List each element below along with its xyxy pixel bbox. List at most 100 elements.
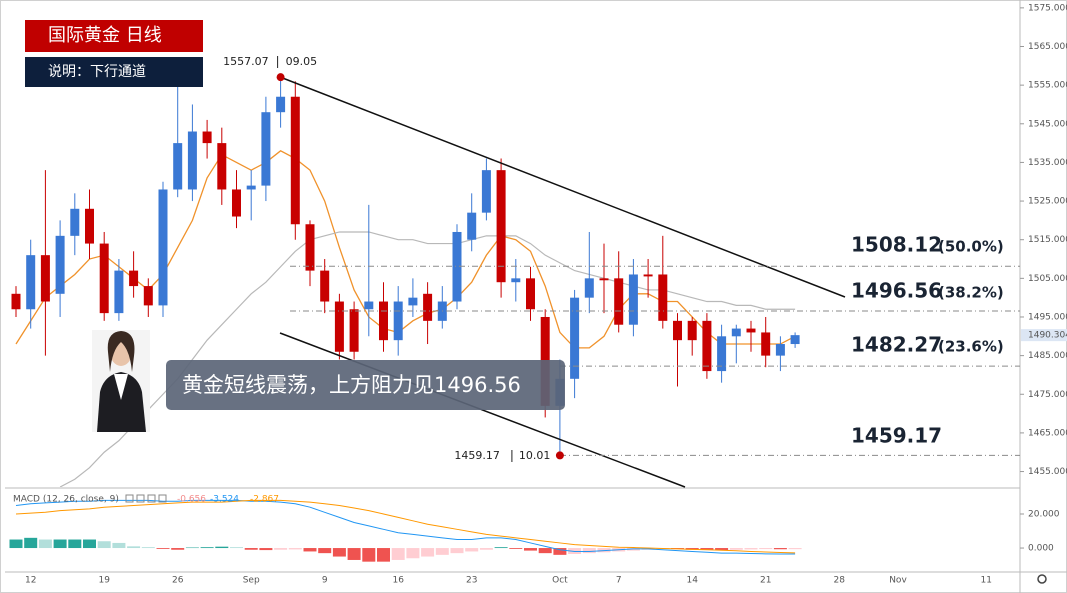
candle-body bbox=[187, 131, 197, 190]
presenter-image bbox=[92, 330, 150, 432]
title-box bbox=[25, 20, 203, 52]
candle-body bbox=[232, 189, 241, 217]
histogram-bar bbox=[215, 546, 229, 549]
candle-body bbox=[393, 301, 403, 341]
candle-body bbox=[526, 278, 535, 310]
y-tick-label: 1495.000 bbox=[1028, 312, 1067, 322]
fib-value: 1459.17 bbox=[851, 424, 942, 448]
histogram-bar bbox=[332, 548, 346, 557]
y-tick-label: 20.000 bbox=[1028, 510, 1060, 520]
histogram-bar bbox=[347, 548, 361, 560]
histogram-bar bbox=[112, 542, 126, 549]
macd-pane: -0.656 -3.524 -2.867 bbox=[9, 495, 802, 562]
low-marker bbox=[555, 451, 564, 460]
macd-label: MACD (12, 26, close, 9) bbox=[13, 495, 119, 505]
x-tick-label: 21 bbox=[760, 576, 771, 586]
candle-body bbox=[584, 278, 594, 298]
histogram-bar bbox=[274, 548, 288, 550]
y-tick-label: 0.000 bbox=[1028, 544, 1054, 554]
x-tick-label: 11 bbox=[980, 576, 991, 586]
candle-body bbox=[129, 270, 139, 287]
candle-body bbox=[673, 320, 682, 341]
candle-body bbox=[628, 274, 638, 325]
x-tick-label: 19 bbox=[98, 576, 110, 586]
histogram-bar bbox=[171, 548, 185, 550]
candle-body bbox=[305, 224, 315, 271]
settings-icon[interactable] bbox=[1037, 574, 1047, 584]
signal-line bbox=[15, 499, 796, 554]
candle-body bbox=[761, 332, 771, 356]
candle-body bbox=[364, 301, 374, 310]
y-tick-label: 1515.000 bbox=[1028, 235, 1067, 245]
candle-body bbox=[349, 309, 359, 352]
histogram-bar bbox=[303, 548, 317, 552]
candle-body bbox=[452, 231, 462, 302]
candle-body bbox=[658, 274, 668, 321]
callout-box bbox=[166, 360, 565, 410]
candle-body bbox=[731, 328, 741, 337]
histogram-bar bbox=[553, 548, 567, 555]
candle-body bbox=[614, 278, 624, 325]
candle-body bbox=[334, 301, 344, 352]
histogram-bar bbox=[435, 548, 449, 555]
x-tick-label: Sep bbox=[243, 576, 260, 586]
candle-body bbox=[702, 320, 712, 372]
histogram-bar bbox=[230, 547, 243, 549]
low-price: 1459.17 bbox=[454, 449, 500, 462]
x-tick-label: 26 bbox=[172, 576, 184, 586]
fib-value: 1496.56 bbox=[851, 279, 942, 303]
histogram-bar bbox=[377, 548, 390, 562]
callout: 黄金短线震荡，上方阻力见1496.56 bbox=[182, 373, 521, 397]
histogram-bar bbox=[538, 548, 552, 554]
histogram-bar bbox=[83, 539, 96, 549]
macd-line bbox=[15, 499, 796, 555]
candle-body bbox=[85, 208, 94, 244]
histogram-bar bbox=[715, 548, 729, 551]
note: 说明：下行通道 bbox=[48, 64, 146, 80]
histogram-bar bbox=[759, 548, 773, 550]
high-marker bbox=[276, 73, 285, 82]
y-tick-label: 1455.000 bbox=[1028, 467, 1067, 477]
histogram-bar bbox=[68, 539, 82, 549]
candle-body bbox=[746, 328, 756, 333]
high-price: 1557.07 bbox=[223, 55, 269, 68]
axes: 1575.000 1565.000 1555.000 1545.000 1535.000… bbox=[25, 3, 1067, 586]
candle-body bbox=[202, 131, 212, 144]
histogram-bar bbox=[773, 548, 787, 550]
candle-body bbox=[40, 255, 50, 302]
high-date: 09.05 bbox=[286, 55, 318, 68]
annotations: 1508.12(50.0%) 1496.56(38.2%) 1482.27(23.6… bbox=[223, 55, 1020, 488]
histogram-bar bbox=[97, 541, 111, 549]
histogram-bar bbox=[200, 547, 214, 549]
upper-trend-line bbox=[279, 76, 846, 298]
histogram-bar bbox=[421, 548, 435, 557]
legend-value: -3.524 bbox=[210, 495, 239, 505]
y-tick-label: 1505.000 bbox=[1028, 274, 1067, 284]
fib-value: 1482.27 bbox=[851, 333, 942, 357]
candle-body bbox=[570, 297, 580, 379]
histogram-bar bbox=[685, 548, 699, 550]
fib-percent: (50.0%) bbox=[938, 238, 1004, 256]
y-tick-label: 1535.000 bbox=[1028, 158, 1067, 168]
candle-body bbox=[261, 112, 271, 186]
candle-body bbox=[158, 189, 168, 306]
last-price-tag bbox=[1021, 329, 1067, 342]
candle-body bbox=[11, 293, 21, 310]
x-tick-label: 28 bbox=[833, 576, 845, 586]
y-tick-label: 1485.000 bbox=[1028, 351, 1067, 361]
x-tick-label: 16 bbox=[392, 576, 404, 586]
histogram-bar bbox=[524, 548, 537, 551]
y-tick-label: 1565.000 bbox=[1028, 42, 1067, 52]
histogram-bar bbox=[127, 546, 141, 549]
candle-body bbox=[790, 335, 800, 345]
x-tick-label: 23 bbox=[466, 576, 477, 586]
histogram-bar bbox=[509, 548, 523, 549]
histogram-bar bbox=[494, 547, 508, 549]
histogram-bar bbox=[406, 548, 420, 559]
candle-body bbox=[99, 243, 109, 314]
candle-body bbox=[481, 170, 491, 213]
histogram-bar bbox=[259, 548, 273, 551]
histogram-bar bbox=[9, 539, 23, 549]
legend-value: -0.656 bbox=[177, 495, 206, 505]
